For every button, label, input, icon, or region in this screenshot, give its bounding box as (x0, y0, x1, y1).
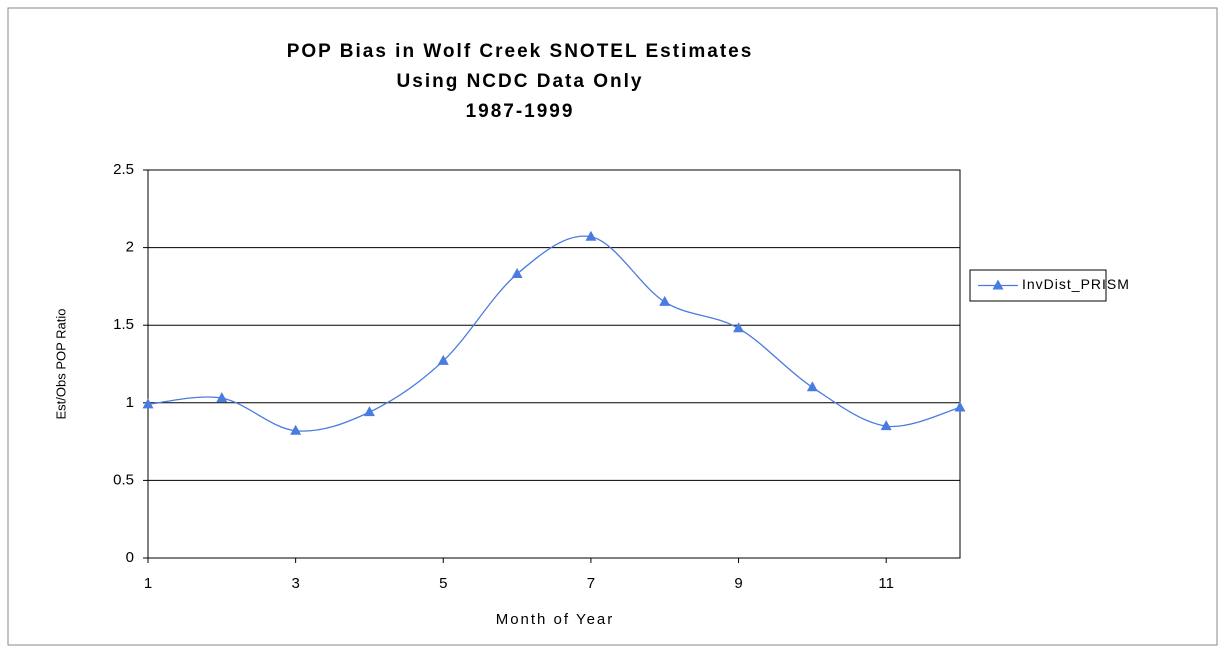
y-tick-label: 2.5 (113, 161, 134, 178)
y-axis-label: Est/Obs POP Ratio (53, 308, 68, 419)
y-tick-label: 0.5 (113, 471, 134, 488)
marker (142, 398, 154, 409)
chart-title: POP Bias in Wolf Creek SNOTEL Estimates (287, 41, 754, 62)
x-tick-label: 3 (291, 575, 299, 592)
marker (733, 322, 745, 333)
x-axis-label: Month of Year (496, 611, 615, 628)
marker (511, 267, 523, 278)
y-tick-label: 0 (126, 549, 134, 566)
x-tick-label: 5 (439, 575, 447, 592)
legend-box (969, 269, 1107, 302)
x-tick-label: 7 (587, 575, 595, 592)
marker (585, 230, 597, 241)
marker (216, 392, 228, 403)
chart-title: Using NCDC Data Only (397, 71, 644, 92)
y-tick-label: 1.5 (113, 316, 134, 333)
marker (880, 420, 892, 431)
x-tick-label: 1 (144, 575, 152, 592)
x-tick-label: 9 (734, 575, 742, 592)
legend-label: InvDist_PRISM (1022, 276, 1130, 292)
marker (659, 295, 671, 306)
chart-title: 1987-1999 (466, 101, 575, 122)
marker (290, 424, 302, 435)
marker (806, 381, 818, 392)
y-tick-label: 1 (126, 394, 134, 411)
marker (954, 401, 966, 412)
x-tick-label: 11 (878, 575, 894, 592)
marker (363, 406, 375, 417)
legend-marker (992, 279, 1004, 290)
marker (437, 354, 449, 365)
plot-area (147, 169, 961, 559)
y-tick-label: 2 (126, 239, 134, 256)
